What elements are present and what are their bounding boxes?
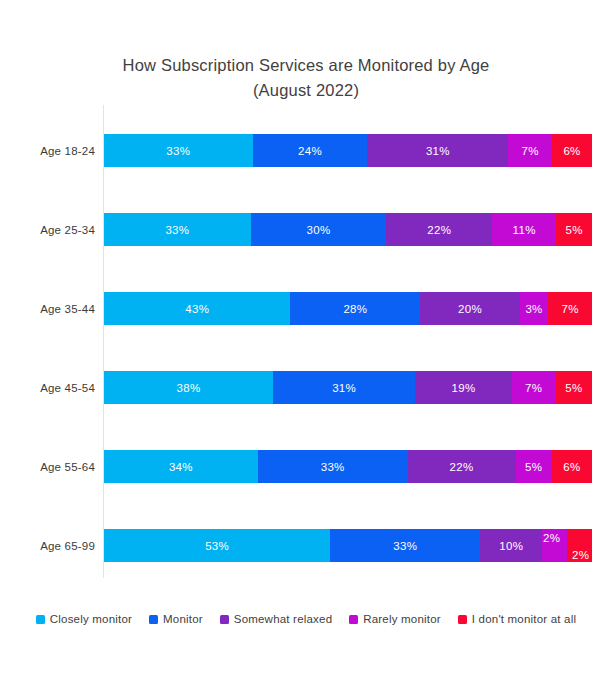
bar-segment: 30% — [251, 213, 387, 246]
bar-segment: 6% — [552, 134, 592, 167]
bar-segment: 7% — [548, 292, 592, 325]
bar-segment: 20% — [420, 292, 520, 325]
bar-segment: 43% — [104, 292, 290, 325]
segment-value-label: 5% — [565, 224, 582, 236]
segment-value-label: 38% — [177, 382, 201, 394]
segment-value-label: 7% — [562, 303, 579, 315]
bar-segment: 22% — [408, 450, 516, 483]
segment-value-label: 20% — [458, 303, 482, 315]
segment-value-label: 31% — [426, 145, 450, 157]
segment-value-label: 7% — [525, 382, 542, 394]
segment-value-label: 22% — [450, 461, 474, 473]
bar-segment: 33% — [104, 134, 253, 167]
legend-swatch-icon — [149, 615, 158, 624]
stacked-bar: 53% 33% 10% 2% 2% — [104, 529, 592, 562]
segment-value-label: 33% — [321, 461, 345, 473]
bar-segment: 22% — [386, 213, 492, 246]
bar-rows: Age 18-24 33% 24% 31% 7% 6% Age 25-34 33% 30% 22%… — [0, 134, 592, 562]
category-label: Age 55-64 — [0, 461, 104, 473]
segment-value-label: 34% — [169, 461, 193, 473]
bar-segment: 33% — [104, 213, 251, 246]
segment-value-label: 31% — [332, 382, 356, 394]
segment-value-label: 5% — [525, 461, 542, 473]
segment-value-label: 11% — [513, 224, 536, 236]
bar-segment: 28% — [290, 292, 420, 325]
segment-value-label: 53% — [205, 540, 229, 552]
segment-value-label: 2% — [572, 548, 589, 560]
bar-segment: 5% — [556, 371, 592, 404]
bar-segment: 31% — [367, 134, 508, 167]
legend-swatch-icon — [220, 615, 229, 624]
category-label: Age 25-34 — [0, 224, 104, 236]
segment-value-label: 3% — [525, 303, 542, 315]
legend-label: I don't monitor at all — [472, 613, 576, 625]
stacked-bar: 43% 28% 20% 3% 7% — [104, 292, 592, 325]
bar-segment: 31% — [273, 371, 415, 404]
segment-value-label: 6% — [563, 461, 580, 473]
segment-value-label: 22% — [427, 224, 451, 236]
bar-row: Age 18-24 33% 24% 31% 7% 6% — [0, 134, 592, 167]
bar-row: Age 25-34 33% 30% 22% 11% 5% — [0, 213, 592, 246]
bar-segment: 7% — [508, 134, 552, 167]
bar-segment: 5% — [516, 450, 552, 483]
legend-label: Somewhat relaxed — [234, 613, 332, 625]
bar-segment: 33% — [330, 529, 480, 562]
bar-segment: 2% — [567, 529, 592, 562]
segment-value-label: 10% — [499, 540, 523, 552]
stacked-bar: 33% 24% 31% 7% 6% — [104, 134, 592, 167]
bar-row: Age 65-99 53% 33% 10% 2% 2% — [0, 529, 592, 562]
bar-row: Age 35-44 43% 28% 20% 3% 7% — [0, 292, 592, 325]
segment-value-label: 30% — [307, 224, 331, 236]
legend-swatch-icon — [36, 615, 45, 624]
bar-row: Age 55-64 34% 33% 22% 5% 6% — [0, 450, 592, 483]
segment-value-label: 7% — [522, 145, 539, 157]
legend-item: Monitor — [149, 613, 203, 625]
stacked-bar: 38% 31% 19% 7% 5% — [104, 371, 592, 404]
bar-segment: 38% — [104, 371, 273, 404]
category-label: Age 35-44 — [0, 303, 104, 315]
bar-segment: 11% — [492, 213, 556, 246]
bar-segment: 7% — [512, 371, 556, 404]
segment-value-label: 33% — [165, 224, 189, 236]
chart-subtitle: (August 2022) — [0, 78, 612, 103]
segment-value-label: 19% — [452, 382, 476, 394]
legend-label: Rarely monitor — [363, 613, 441, 625]
category-label: Age 18-24 — [0, 145, 104, 157]
bar-segment: 6% — [552, 450, 592, 483]
bar-segment: 2% — [542, 529, 567, 562]
bar-segment: 3% — [520, 292, 549, 325]
legend-label: Closely monitor — [50, 613, 132, 625]
bar-segment: 34% — [104, 450, 258, 483]
chart-figure: How Subscription Services are Monitored … — [0, 0, 612, 675]
segment-value-label: 24% — [298, 145, 322, 157]
segment-value-label: 6% — [563, 145, 580, 157]
stacked-bar: 33% 30% 22% 11% 5% — [104, 213, 592, 246]
legend-item: Rarely monitor — [349, 613, 441, 625]
bar-segment: 33% — [258, 450, 408, 483]
bar-segment: 24% — [253, 134, 368, 167]
segment-value-label: 5% — [565, 382, 582, 394]
legend-swatch-icon — [349, 615, 358, 624]
category-label: Age 65-99 — [0, 540, 104, 552]
legend-swatch-icon — [458, 615, 467, 624]
title-block: How Subscription Services are Monitored … — [0, 53, 612, 103]
bar-segment: 53% — [104, 529, 330, 562]
segment-value-label: 2% — [543, 531, 560, 543]
legend-item: I don't monitor at all — [458, 613, 576, 625]
segment-value-label: 28% — [343, 303, 367, 315]
category-label: Age 45-54 — [0, 382, 104, 394]
segment-value-label: 33% — [166, 145, 190, 157]
segment-value-label: 43% — [185, 303, 209, 315]
legend-item: Somewhat relaxed — [220, 613, 332, 625]
legend-label: Monitor — [163, 613, 203, 625]
legend-item: Closely monitor — [36, 613, 132, 625]
bar-segment: 10% — [480, 529, 542, 562]
stacked-bar: 34% 33% 22% 5% 6% — [104, 450, 592, 483]
legend: Closely monitor Monitor Somewhat relaxed Ra… — [0, 613, 612, 625]
chart-title: How Subscription Services are Monitored … — [0, 53, 612, 78]
bar-row: Age 45-54 38% 31% 19% 7% 5% — [0, 371, 592, 404]
segment-value-label: 33% — [393, 540, 417, 552]
bar-segment: 5% — [556, 213, 592, 246]
bar-segment: 19% — [415, 371, 511, 404]
